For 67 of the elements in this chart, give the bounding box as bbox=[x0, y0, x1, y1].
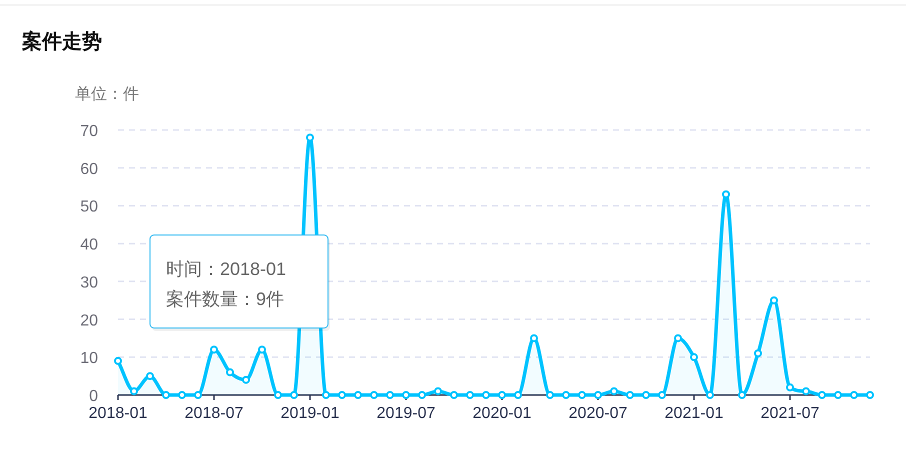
x-tick-label: 2021-01 bbox=[664, 405, 724, 422]
point bbox=[770, 296, 778, 304]
point bbox=[450, 391, 458, 399]
point bbox=[162, 391, 170, 399]
point bbox=[530, 334, 538, 342]
y-tick-label: 20 bbox=[80, 312, 98, 330]
point bbox=[866, 391, 874, 399]
y-tick-label: 60 bbox=[80, 160, 98, 178]
point bbox=[658, 391, 666, 399]
point bbox=[738, 391, 746, 399]
point bbox=[130, 387, 138, 396]
point bbox=[322, 391, 330, 399]
point bbox=[290, 391, 298, 399]
point bbox=[370, 391, 378, 399]
x-tick-label: 2020-07 bbox=[568, 405, 628, 422]
point bbox=[434, 387, 442, 396]
point bbox=[594, 391, 602, 399]
chart-title: 案件走势 bbox=[21, 30, 102, 53]
y-tick-label: 40 bbox=[80, 236, 98, 254]
point bbox=[194, 391, 202, 399]
point bbox=[146, 372, 154, 380]
y-axis-title: 单位：件 bbox=[75, 85, 139, 103]
point bbox=[546, 391, 554, 399]
point bbox=[178, 391, 186, 399]
point bbox=[418, 391, 426, 399]
point bbox=[210, 346, 218, 354]
point bbox=[578, 391, 586, 399]
point bbox=[386, 391, 394, 399]
point bbox=[498, 391, 506, 399]
x-tick-label: 2018-07 bbox=[184, 405, 244, 422]
point bbox=[690, 353, 698, 362]
point bbox=[850, 391, 858, 399]
x-tick-label: 2021-07 bbox=[760, 405, 820, 422]
y-tick-label: 50 bbox=[80, 198, 98, 216]
point bbox=[402, 391, 410, 399]
point bbox=[466, 391, 474, 399]
x-tick-label: 2018-01 bbox=[88, 405, 148, 422]
point bbox=[242, 376, 250, 384]
point bbox=[610, 387, 618, 396]
point bbox=[642, 391, 650, 399]
point bbox=[786, 383, 794, 392]
tooltip: 时间：2018-01 案件数量：9件 bbox=[150, 234, 330, 331]
point bbox=[722, 190, 730, 198]
point bbox=[114, 356, 122, 365]
x-tick-label: 2019-01 bbox=[280, 405, 340, 422]
point bbox=[258, 346, 266, 354]
point bbox=[274, 391, 282, 399]
y-tick-label: 10 bbox=[80, 350, 98, 368]
point bbox=[834, 391, 842, 399]
x-tick-label: 2020-01 bbox=[472, 405, 532, 422]
point bbox=[706, 391, 714, 399]
y-tick-label: 30 bbox=[80, 274, 98, 292]
point bbox=[354, 391, 362, 399]
x-tick-label: 2019-07 bbox=[376, 405, 436, 422]
point bbox=[338, 391, 346, 399]
point bbox=[754, 349, 762, 358]
point bbox=[626, 391, 634, 399]
y-tick-label: 70 bbox=[80, 123, 98, 140]
annotation: 时间：2018-01 案件数量：9件 bbox=[166, 259, 286, 309]
point bbox=[226, 368, 234, 376]
y-tick-label: 0 bbox=[89, 388, 98, 405]
point bbox=[802, 387, 810, 396]
point bbox=[674, 334, 682, 342]
point bbox=[818, 391, 826, 399]
point bbox=[562, 391, 570, 399]
point bbox=[482, 391, 490, 399]
point bbox=[514, 391, 522, 399]
